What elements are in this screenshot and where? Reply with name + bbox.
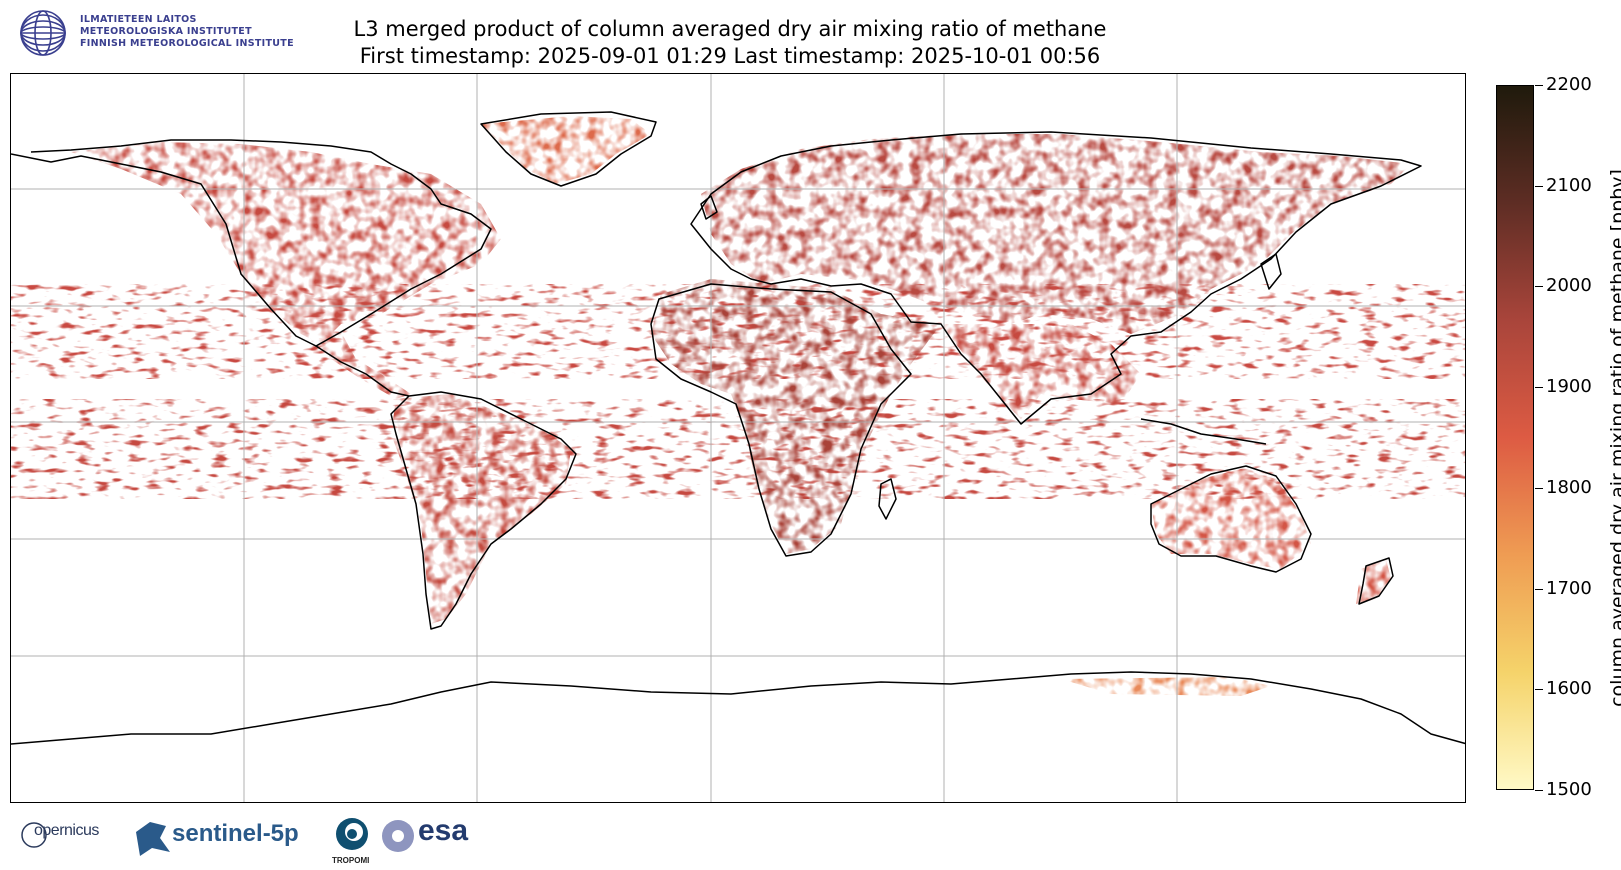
colorbar-tick-label: 2100 xyxy=(1546,174,1592,196)
colorbar-tick-mark xyxy=(1535,387,1543,389)
land-data xyxy=(71,116,1411,696)
colorbar-label-text: column averaged dry air mixing ratio of … xyxy=(1607,169,1621,707)
footer-logos: opernicus sentinel-5p TROPOMI esa xyxy=(20,812,500,868)
colorbar xyxy=(1496,85,1534,790)
title-line-2: First timestamp: 2025-09-01 01:29 Last t… xyxy=(359,44,1101,68)
new-zealand-coast xyxy=(1358,557,1394,605)
map-svg xyxy=(11,74,1465,802)
central-america-coast xyxy=(315,345,410,397)
fmi-line-3: FINNISH METEOROLOGICAL INSTITUTE xyxy=(80,38,294,49)
south-america-coast xyxy=(390,391,577,630)
africa-coast xyxy=(650,283,912,557)
methane-map xyxy=(10,73,1466,803)
copernicus-logo xyxy=(21,822,47,848)
esa-logo-text: esa xyxy=(418,814,469,847)
uk-coast xyxy=(700,195,718,220)
coastlines xyxy=(11,111,1465,745)
north-america-data xyxy=(71,142,501,344)
title-line-1: L3 merged product of column averaged dry… xyxy=(353,17,1107,41)
colorbar-tick-label: 2000 xyxy=(1546,275,1592,297)
madagascar-coast xyxy=(878,478,897,520)
colorbar-tick-mark xyxy=(1535,185,1543,187)
tropomi-logo-text: TROPOMI xyxy=(332,856,370,865)
fmi-logo xyxy=(20,10,66,56)
colorbar-tick-mark xyxy=(1535,286,1543,288)
south-america-data xyxy=(391,394,571,624)
colorbar-tick-mark xyxy=(1535,85,1543,86)
fmi-line-2: METEOROLOGISKA INSTITUTET xyxy=(80,26,252,37)
colorbar-tick-mark xyxy=(1535,588,1543,590)
colorbar-tick-mark xyxy=(1535,689,1543,691)
colorbar-tick-label: 1900 xyxy=(1546,376,1592,398)
australia-data xyxy=(1151,469,1311,569)
new-zealand-data xyxy=(1356,559,1391,604)
south-asia-data xyxy=(941,324,1141,419)
tropomi-icon xyxy=(336,818,368,850)
colorbar-tick-mark xyxy=(1535,487,1543,489)
africa-data xyxy=(651,279,941,554)
fmi-institute-name: ILMATIETEEN LAITOS METEOROLOGISKA INSTIT… xyxy=(80,14,294,50)
colorbar-tick-label: 1700 xyxy=(1546,577,1592,599)
fmi-line-1: ILMATIETEEN LAITOS xyxy=(80,14,197,25)
north-america-coast xyxy=(11,139,492,347)
sentinel-logo-text: sentinel-5p xyxy=(172,820,299,847)
indonesia-coast xyxy=(1140,418,1267,445)
copernicus-logo-text: opernicus xyxy=(34,822,99,839)
colorbar-tick-mark xyxy=(1535,790,1543,791)
eurasia-coast xyxy=(690,131,1422,425)
japan-coast xyxy=(1260,253,1282,290)
eurasia-data xyxy=(701,134,1411,334)
esa-icon xyxy=(382,820,414,852)
antarctica-coast xyxy=(11,671,1465,745)
antarctica-data xyxy=(1061,677,1271,696)
sentinel-icon xyxy=(136,822,170,856)
colorbar-tick-label: 1600 xyxy=(1546,678,1592,700)
colorbar-tick-label: 1800 xyxy=(1546,476,1592,498)
greenland-data xyxy=(481,116,651,184)
central-america-data xyxy=(306,329,411,399)
australia-coast xyxy=(1150,465,1312,573)
map-title: L3 merged product of column averaged dry… xyxy=(300,16,1160,70)
greenland-coast xyxy=(480,111,657,187)
colorbar-tick-label: 2200 xyxy=(1546,74,1592,95)
colorbar-tick-label: 1500 xyxy=(1546,779,1592,800)
